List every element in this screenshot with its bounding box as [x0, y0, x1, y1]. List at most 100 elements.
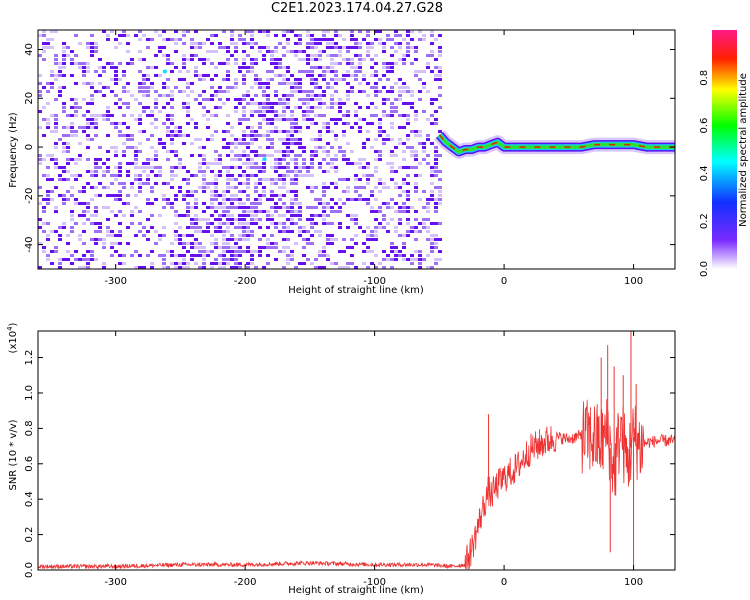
spectrogram-cell: [186, 110, 190, 113]
spectrogram-cell: [162, 226, 166, 229]
spectrogram-cell: [166, 118, 170, 121]
spectrogram-cell: [430, 34, 434, 37]
spectrogram-cell: [138, 166, 142, 169]
spectrogram-cell: [318, 230, 322, 233]
spectrogram-cell: [114, 150, 118, 153]
spectrogram-cell: [270, 138, 274, 141]
spectrogram-cell: [414, 158, 418, 161]
spectrogram-cell: [374, 158, 378, 161]
spectrogram-cell: [394, 182, 398, 185]
spectrogram-cell: [170, 262, 174, 265]
spectrogram-cell: [54, 210, 58, 213]
spectrogram-cell: [314, 42, 318, 45]
spectrogram-cell: [406, 166, 410, 169]
spectrogram-cell: [242, 106, 246, 109]
spectrogram-cell: [146, 158, 150, 161]
spectrogram-cell: [90, 82, 94, 85]
spectrogram-cell: [298, 98, 302, 101]
spectrogram-cell: [150, 38, 154, 41]
spectrogram-cell: [198, 226, 202, 229]
spectrogram-cell: [86, 250, 90, 253]
spectrogram-cell: [250, 254, 254, 257]
spectrogram-cell: [206, 126, 210, 129]
spectrogram-cell: [330, 242, 334, 245]
spectrogram-cell: [306, 170, 310, 173]
spectrogram-x-tick-label: 0: [501, 276, 507, 287]
spectrogram-cell: [314, 230, 318, 233]
spectrogram-cell: [282, 266, 286, 269]
spectrogram-cell: [282, 178, 286, 181]
spectrogram-cell: [374, 94, 378, 97]
spectrogram-cell: [174, 134, 178, 137]
spectrogram-cell: [262, 86, 266, 89]
spectrogram-cell: [254, 62, 258, 65]
spectrogram-cell: [242, 74, 246, 77]
spectrogram-cell: [78, 142, 82, 145]
spectrogram-cell: [194, 98, 198, 101]
spectrogram-cell: [250, 134, 254, 137]
spectrogram-cell: [338, 178, 342, 181]
spectrogram-cell: [66, 170, 70, 173]
spectrogram-cell: [230, 86, 234, 89]
spectrogram-cell: [418, 254, 422, 257]
spectrogram-cell: [194, 254, 198, 257]
spectrogram-cell: [170, 106, 174, 109]
spectrogram-cell: [326, 234, 330, 237]
spectrogram-cell: [290, 214, 294, 217]
spectrogram-cell: [318, 214, 322, 217]
spectrogram-speck: [262, 157, 267, 162]
spectrogram-cell: [226, 154, 230, 157]
spectrogram-cell: [270, 178, 274, 181]
spectrogram-cell: [310, 186, 314, 189]
spectrogram-cell: [106, 226, 110, 229]
spectrogram-cell: [178, 186, 182, 189]
spectrogram-cell: [282, 46, 286, 49]
spectrogram-cell: [262, 170, 266, 173]
spectrogram-cell: [398, 138, 402, 141]
spectrogram-cell: [334, 158, 338, 161]
spectrogram-cell: [118, 234, 122, 237]
spectrogram-cell: [198, 74, 202, 77]
spectrogram-cell: [362, 74, 366, 77]
spectrogram-cell: [330, 210, 334, 213]
spectrogram-cell: [294, 54, 298, 57]
spectrogram-cell: [74, 102, 78, 105]
spectrogram-cell: [202, 98, 206, 101]
spectrogram-cell: [394, 170, 398, 173]
spectrogram-cell: [298, 202, 302, 205]
spectrogram-cell: [410, 262, 414, 265]
spectrogram-cell: [230, 142, 234, 145]
spectrogram-cell: [226, 226, 230, 229]
spectrogram-cell: [198, 266, 202, 269]
spectrogram-cell: [114, 94, 118, 97]
spectrogram-cell: [418, 70, 422, 73]
spectrogram-cell: [314, 198, 318, 201]
spectrogram-cell: [438, 70, 442, 73]
spectrogram-cell: [134, 146, 138, 149]
spectrogram-cell: [202, 114, 206, 117]
spectrogram-cell: [238, 122, 242, 125]
spectrogram-cell: [46, 154, 50, 157]
spectrogram-cell: [302, 226, 306, 229]
spectrogram-cell: [282, 106, 286, 109]
spectrogram-cell: [274, 246, 278, 249]
spectrogram-cell: [118, 222, 122, 225]
spectrogram-cell: [210, 198, 214, 201]
spectrogram-cell: [414, 166, 418, 169]
spectrogram-cell: [278, 130, 282, 133]
spectrogram-cell: [302, 102, 306, 105]
spectrogram-cell: [186, 210, 190, 213]
spectrogram-cell: [318, 234, 322, 237]
spectrogram-cell: [290, 250, 294, 253]
spectrogram-cell: [138, 38, 142, 41]
spectrogram-cell: [38, 54, 42, 57]
spectrogram-cell: [426, 118, 430, 121]
spectrogram-cell: [242, 78, 246, 81]
spectrogram-cell: [150, 110, 154, 113]
spectrogram-cell: [238, 154, 242, 157]
spectrogram-cell: [310, 70, 314, 73]
spectrogram-cell: [418, 142, 422, 145]
spectrogram-cell: [354, 186, 358, 189]
spectrogram-cell: [90, 98, 94, 101]
spectrogram-cell: [274, 242, 278, 245]
